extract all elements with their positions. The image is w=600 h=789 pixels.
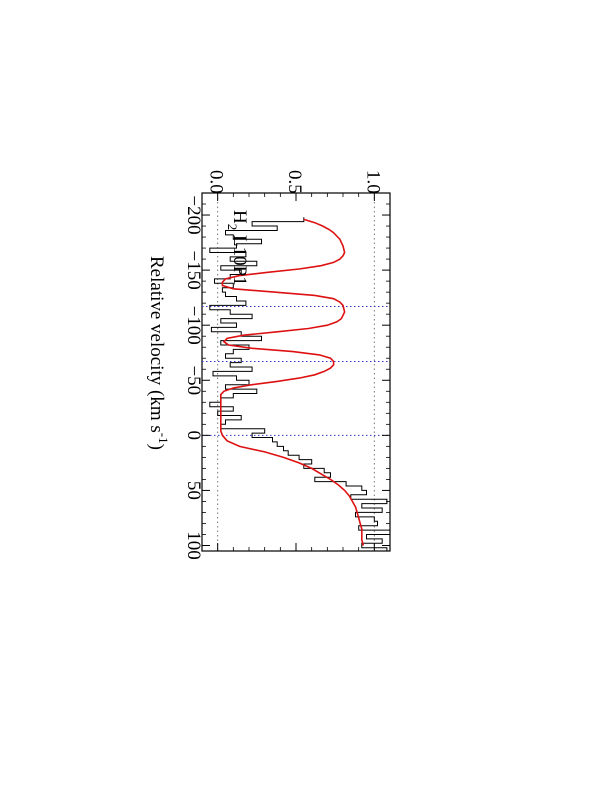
model-fit-curve [220, 218, 365, 546]
histogram-path [209, 217, 390, 551]
x-axis-title: Relative velocity (km s-1) [146, 256, 171, 450]
y-tick-label-0: 0.0 [206, 170, 227, 194]
x-tick-label-5: 50 [183, 481, 204, 500]
x-tick-label-3: −50 [183, 365, 204, 395]
model-path [220, 218, 365, 546]
axis-ticks [201, 193, 391, 551]
x-tick-label-0: −200 [183, 195, 204, 234]
x-tick-label-4: 0 [183, 431, 204, 441]
x-tick-label-2: −100 [183, 306, 204, 345]
line-annotation: H2 L10P1 [225, 210, 250, 286]
axis-labels: −200 −150 −100 −50 0 50 100 0.0 0.5 1.0 [183, 170, 383, 560]
observed-flux-histogram [209, 217, 390, 551]
y-tick-label-2: 1.0 [362, 170, 383, 194]
x-tick-label-6: 100 [183, 531, 204, 560]
y-tick-label-1: 0.5 [284, 170, 305, 194]
x-tick-label-1: −150 [183, 250, 204, 289]
